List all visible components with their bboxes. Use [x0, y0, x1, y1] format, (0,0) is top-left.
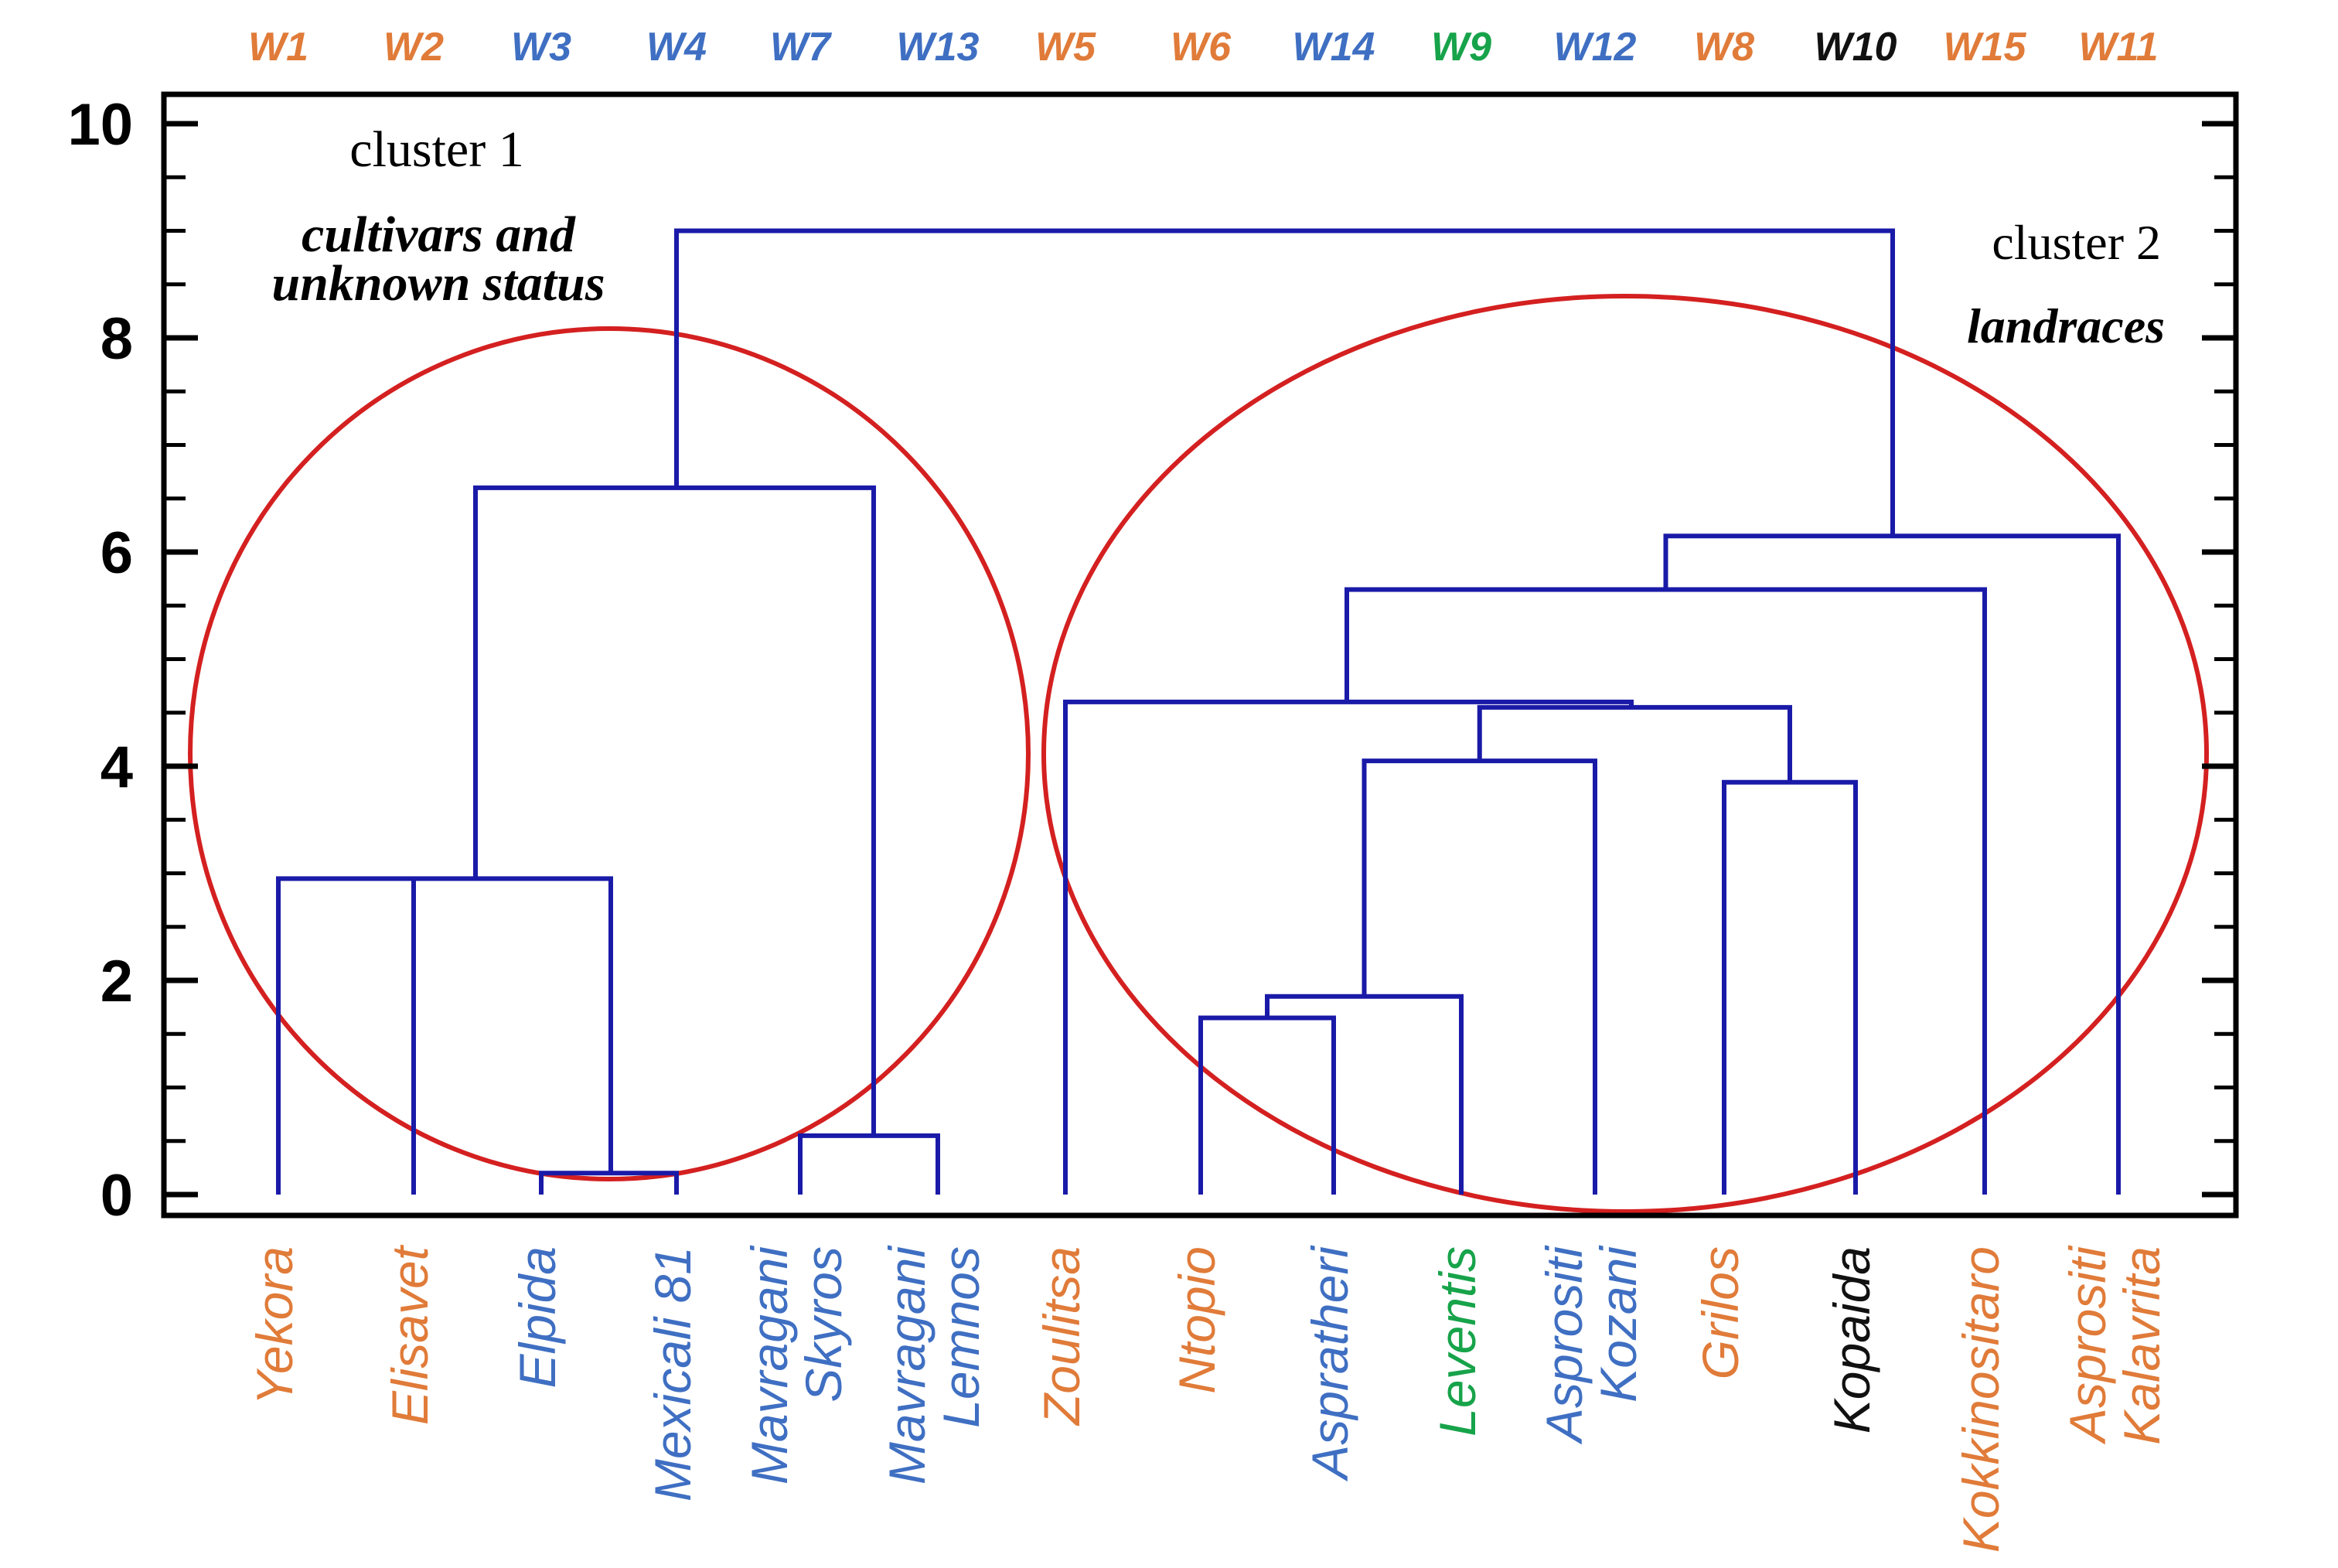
leaf-name-line: Kopaida	[1823, 1246, 1880, 1433]
leaf-name-line: Grilos	[1692, 1246, 1749, 1379]
leaf-name-w2: Elisavet	[381, 1244, 438, 1425]
leaf-name-w6: Ntopio	[1168, 1246, 1225, 1394]
y-tick-label: 8	[101, 306, 133, 372]
cluster-1-subtitle-line-1: cultivars and	[302, 206, 576, 263]
leaf-code-w13: W13	[897, 25, 980, 70]
leaf-name-line: Asprositi	[2059, 1245, 2116, 1445]
leaf-name-line: Ntopio	[1168, 1246, 1225, 1394]
branch-w1-w2-w3w4	[276, 876, 613, 1195]
leaf-name-w5: Zoulitsa	[1033, 1246, 1090, 1427]
leaf-code-w9: W9	[1431, 25, 1491, 70]
leaf-name-line: Zoulitsa	[1033, 1246, 1090, 1427]
branch-w7-w13	[798, 1133, 940, 1195]
y-tick-label: 10	[67, 92, 133, 158]
branch-w6w14-w9	[1265, 994, 1464, 1195]
leaf-name-line: Kalavrita	[2113, 1246, 2170, 1445]
leaf-name-line: Mavragani	[741, 1245, 798, 1484]
leaf-code-w6: W6	[1171, 25, 1232, 70]
leaf-name-line: Mavragani	[878, 1245, 936, 1484]
branch-with-w8w10	[1477, 704, 1792, 782]
leaf-name-w4: Mexicali 81	[644, 1246, 701, 1502]
plot-frame	[161, 91, 2239, 1219]
y-tick-label: 2	[101, 949, 133, 1014]
leaf-code-w15: W15	[1944, 25, 2027, 70]
cluster-2-subtitle: landraces	[1967, 298, 2165, 353]
leaf-name-line: Kozani	[1590, 1245, 1647, 1403]
leaf-name-line: Mexicali 81	[644, 1246, 701, 1502]
leaf-name-w15: Kokkinositaro	[1952, 1246, 2009, 1553]
leaf-name-w14: Aspratheri	[1301, 1245, 1358, 1482]
leaf-code-w14: W14	[1293, 25, 1375, 70]
cluster-2-title: cluster 2	[1992, 215, 2161, 270]
cluster-2-ellipse	[1041, 294, 2209, 1214]
cluster-1-title: cluster 1	[349, 121, 523, 178]
y-tick-label: 6	[101, 520, 133, 586]
leaf-name-line: Lemnos	[932, 1246, 990, 1428]
leaf-code-w5: W5	[1035, 25, 1096, 70]
y-tick-label: 0	[101, 1163, 133, 1229]
leaf-name-w1: Yekora	[246, 1246, 303, 1405]
branch-w8-w10	[1722, 779, 1858, 1195]
leaf-name-line: Aspratheri	[1301, 1245, 1358, 1482]
leaf-code-w2: W2	[383, 25, 444, 70]
leaf-code-w3: W3	[511, 25, 571, 70]
leaf-code-w1: W1	[248, 25, 308, 70]
branch-root	[674, 228, 1895, 537]
leaf-name-line: Kokkinositaro	[1952, 1246, 2009, 1553]
leaf-name-line: Asprositi	[1535, 1245, 1593, 1445]
cluster-1-subtitle-line-2: unknown status	[271, 255, 605, 312]
leaf-name-w10: Kopaida	[1823, 1246, 1880, 1433]
leaf-code-w8: W8	[1694, 25, 1754, 70]
leaf-code-w7: W7	[770, 25, 832, 70]
leaf-name-line: Yekora	[246, 1246, 303, 1405]
leaf-name-line: Leventis	[1429, 1246, 1486, 1437]
leaf-code-w10: W10	[1815, 25, 1897, 70]
leaf-name-w9: Leventis	[1429, 1246, 1486, 1437]
leaf-code-w4: W4	[646, 25, 707, 70]
leaf-name-line: Elpida	[509, 1246, 566, 1388]
leaf-code-w12: W12	[1554, 25, 1637, 70]
leaf-name-line: Elisavet	[381, 1244, 438, 1425]
leaf-code-w11: W11	[2078, 25, 2158, 70]
y-tick-label: 4	[101, 735, 133, 800]
cluster-1-ellipse	[188, 326, 1031, 1181]
leaf-name-w8: Grilos	[1692, 1246, 1749, 1379]
leaf-name-line: Skyros	[795, 1246, 852, 1403]
leaf-name-w3: Elpida	[509, 1246, 566, 1388]
